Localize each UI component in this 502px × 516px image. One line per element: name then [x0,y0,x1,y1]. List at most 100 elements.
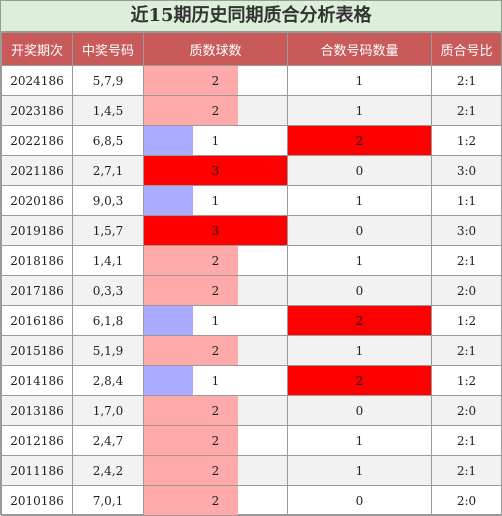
prime-count-cell: 1 [144,126,288,156]
composite-count-value: 1 [356,74,364,88]
composite-count-cell: 0 [288,216,432,246]
period-cell: 2011186 [2,456,73,486]
prime-count-bar [144,426,238,455]
numbers-cell: 2,4,7 [73,426,144,456]
numbers-cell: 1,7,0 [73,396,144,426]
ratio-cell: 2:0 [432,486,502,516]
ratio-cell: 2:0 [432,276,502,306]
period-cell: 2023186 [2,96,73,126]
composite-count-value: 1 [356,344,364,358]
composite-count-cell: 1 [288,336,432,366]
table-row: 2021186 2,7,1 3 0 3:0 [2,156,502,186]
prime-count-bar [144,486,238,515]
numbers-cell: 5,1,9 [73,336,144,366]
ratio-cell: 1:2 [432,126,502,156]
numbers-cell: 9,0,3 [73,186,144,216]
table-row: 2018186 1,4,1 2 1 2:1 [2,246,502,276]
prime-count-value: 2 [212,254,220,268]
prime-count-cell: 2 [144,426,288,456]
prime-count-bar [144,66,238,95]
numbers-cell: 5,7,9 [73,66,144,96]
prime-count-bar [144,126,193,155]
prime-count-value: 2 [212,494,220,508]
prime-count-cell: 3 [144,156,288,186]
prime-count-cell: 2 [144,456,288,486]
ratio-cell: 1:2 [432,306,502,336]
ratio-cell: 2:0 [432,396,502,426]
table-row: 2024186 5,7,9 2 1 2:1 [2,66,502,96]
prime-count-cell: 2 [144,96,288,126]
composite-count-value: 1 [356,464,364,478]
table-row: 2010186 7,0,1 2 0 2:0 [2,486,502,516]
table-row: 2019186 1,5,7 3 0 3:0 [2,216,502,246]
ratio-cell: 1:2 [432,366,502,396]
ratio-cell: 1:1 [432,186,502,216]
prime-count-bar [144,276,238,305]
ratio-cell: 3:0 [432,156,502,186]
prime-count-cell: 2 [144,66,288,96]
period-cell: 2010186 [2,486,73,516]
column-header-period: 开奖期次 [2,33,73,66]
table-row: 2015186 5,1,9 2 1 2:1 [2,336,502,366]
numbers-cell: 2,7,1 [73,156,144,186]
prime-count-cell: 3 [144,216,288,246]
prime-count-value: 3 [212,224,220,238]
ratio-cell: 2:1 [432,66,502,96]
prime-count-bar [144,396,238,425]
prime-count-cell: 1 [144,306,288,336]
period-cell: 2017186 [2,276,73,306]
prime-count-bar [144,456,238,485]
table-header-row: 开奖期次 中奖号码 质数球数 合数号码数量 质合号比 [2,33,502,66]
composite-count-cell: 2 [288,306,432,336]
numbers-cell: 1,5,7 [73,216,144,246]
ratio-cell: 2:1 [432,246,502,276]
composite-count-value: 2 [356,314,364,328]
column-header-ratio: 质合号比 [432,33,502,66]
prime-count-value: 2 [212,74,220,88]
prime-count-value: 1 [212,374,220,388]
composite-count-value: 2 [356,374,364,388]
table-row: 2017186 0,3,3 2 0 2:0 [2,276,502,306]
composite-count-cell: 1 [288,96,432,126]
prime-count-bar [144,246,238,275]
table-row: 2014186 2,8,4 1 2 1:2 [2,366,502,396]
numbers-cell: 7,0,1 [73,486,144,516]
numbers-cell: 6,8,5 [73,126,144,156]
period-cell: 2021186 [2,156,73,186]
composite-count-value: 0 [356,224,364,238]
period-cell: 2012186 [2,426,73,456]
composite-count-value: 1 [356,194,364,208]
composite-count-cell: 1 [288,426,432,456]
prime-count-value: 2 [212,284,220,298]
column-header-composite-count: 合数号码数量 [288,33,432,66]
composite-count-cell: 0 [288,486,432,516]
numbers-cell: 0,3,3 [73,276,144,306]
composite-count-cell: 0 [288,156,432,186]
composite-count-value: 0 [356,164,364,178]
prime-count-value: 1 [212,194,220,208]
composite-count-cell: 0 [288,276,432,306]
page-title: 近15期历史同期质合分析表格 [1,1,501,32]
prime-composite-table: 开奖期次 中奖号码 质数球数 合数号码数量 质合号比 2024186 5,7,9 2… [1,32,502,516]
composite-count-cell: 2 [288,126,432,156]
prime-count-value: 2 [212,104,220,118]
prime-count-value: 2 [212,464,220,478]
prime-count-cell: 2 [144,396,288,426]
prime-count-bar [144,186,193,215]
table-row: 2012186 2,4,7 2 1 2:1 [2,426,502,456]
numbers-cell: 6,1,8 [73,306,144,336]
table-body: 2024186 5,7,9 2 1 2:1 2023186 1,4,5 2 1 2:1 202218… [2,66,502,516]
period-cell: 2014186 [2,366,73,396]
composite-count-value: 1 [356,434,364,448]
period-cell: 2016186 [2,306,73,336]
column-header-prime-count: 质数球数 [144,33,288,66]
composite-count-value: 1 [356,254,364,268]
ratio-cell: 2:1 [432,456,502,486]
prime-count-value: 1 [212,314,220,328]
prime-count-cell: 1 [144,186,288,216]
prime-count-value: 2 [212,434,220,448]
composite-count-value: 0 [356,404,364,418]
composite-count-cell: 1 [288,186,432,216]
table-row: 2011186 2,4,2 2 1 2:1 [2,456,502,486]
